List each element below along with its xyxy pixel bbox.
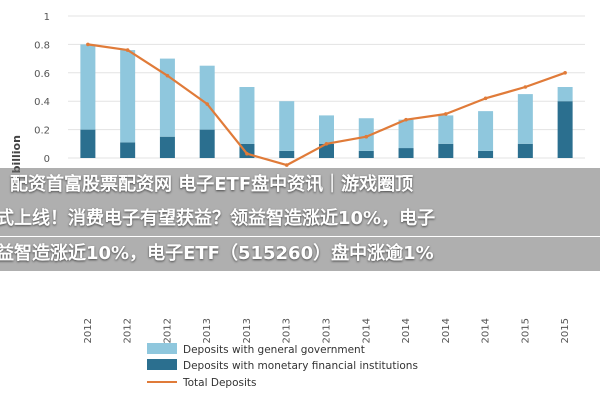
x-tick-label: 2014 — [441, 318, 452, 343]
x-tick-label: 2014 — [361, 318, 372, 343]
overlay-banner-2: 式上线！消费电子有望获益？领益智造涨近10%，电子 — [0, 202, 600, 236]
x-tick-label: 2014 — [401, 318, 412, 343]
bars — [80, 44, 573, 158]
y-tick-label: 0.8 — [34, 40, 50, 51]
bar-mfi — [358, 150, 374, 158]
x-tick-label: 2015 — [520, 318, 531, 343]
y-tick-label: 0.4 — [34, 97, 50, 108]
total-deposits-point — [523, 85, 528, 89]
bar-general-government — [319, 115, 334, 144]
total-deposits-point — [404, 117, 408, 122]
legend-label: Total Deposits — [182, 377, 256, 389]
legend-swatch — [147, 343, 177, 354]
bar-general-government — [120, 50, 136, 143]
total-deposits-point — [125, 48, 130, 52]
bar-mfi — [319, 143, 334, 158]
bar-general-government — [478, 111, 494, 151]
bar-general-government — [517, 94, 533, 144]
bar-mfi — [398, 148, 414, 158]
x-tick-label: 2012 — [83, 318, 94, 343]
bar-general-government — [239, 87, 255, 144]
y-tick-label: 0.2 — [34, 126, 50, 137]
total-deposits-point — [364, 134, 369, 139]
total-deposits-point — [205, 102, 209, 106]
y-tick-label: 1 — [44, 12, 50, 23]
y-tick-label: 0.6 — [34, 69, 50, 80]
total-deposits-point — [483, 96, 488, 101]
x-tick-label: 2012 — [162, 318, 173, 343]
y-axis-ticks: 0 0.2 0.4 0.6 0.8 1 — [34, 12, 50, 165]
bar-mfi — [517, 143, 533, 158]
total-deposits-point — [86, 42, 90, 47]
total-deposits-point — [444, 112, 448, 116]
legend-label: Deposits with general government — [183, 344, 365, 356]
bar-general-government — [438, 115, 454, 144]
bar-mfi — [478, 150, 494, 158]
bar-general-government — [199, 65, 215, 130]
legend: Deposits with general government Deposits… — [147, 343, 418, 389]
bar-general-government — [159, 58, 175, 137]
overlay-banner-1: 配资首富股票配资网 电子ETF盘中资讯｜游戏圈顶 — [0, 168, 600, 202]
x-tick-label: 2014 — [481, 318, 492, 343]
overlay-text-2: 式上线！消费电子有望获益？领益智造涨近10%，电子 — [0, 208, 436, 229]
legend-label: Deposits with monetary financial institu… — [183, 360, 418, 372]
total-deposits-point — [165, 73, 170, 78]
total-deposits-point — [324, 142, 329, 146]
bar-mfi — [120, 142, 136, 158]
bar-mfi — [159, 136, 175, 158]
x-tick-label: 2013 — [242, 318, 253, 343]
x-tick-label: 2013 — [322, 318, 333, 343]
bar-general-government — [358, 118, 374, 151]
total-deposits-point — [245, 151, 249, 156]
bar-mfi — [80, 129, 96, 158]
bar-general-government — [279, 101, 295, 151]
bar-mfi — [279, 150, 295, 158]
x-axis-ticks: 2012 2012 2012 2013 2013 2013 2013 2014 2014 2014… — [83, 318, 571, 343]
x-tick-label: 2012 — [123, 318, 134, 343]
x-tick-label: 2013 — [202, 318, 213, 343]
x-tick-label: 2015 — [560, 318, 571, 343]
bar-mfi — [438, 143, 454, 158]
total-deposits-line — [86, 42, 567, 167]
total-deposits-point — [284, 163, 289, 167]
gridlines — [68, 15, 585, 159]
overlay-banner-3: 益智造涨近10%，电子ETF（515260）盘中涨逾1% — [0, 237, 600, 271]
bar-mfi — [557, 101, 573, 158]
legend-swatch — [147, 359, 177, 370]
x-tick-label: 2013 — [282, 318, 293, 343]
overlay-text-1: 配资首富股票配资网 电子ETF盘中资讯｜游戏圈顶 — [10, 174, 414, 195]
total-deposits-point — [563, 71, 567, 75]
bar-mfi — [199, 129, 215, 158]
bar-general-government — [398, 119, 414, 149]
y-tick-label: 0 — [44, 154, 50, 165]
overlay-text-3: 益智造涨近10%，电子ETF（515260）盘中涨逾1% — [0, 243, 434, 264]
bar-general-government — [557, 87, 573, 102]
bar-general-government — [80, 44, 96, 130]
